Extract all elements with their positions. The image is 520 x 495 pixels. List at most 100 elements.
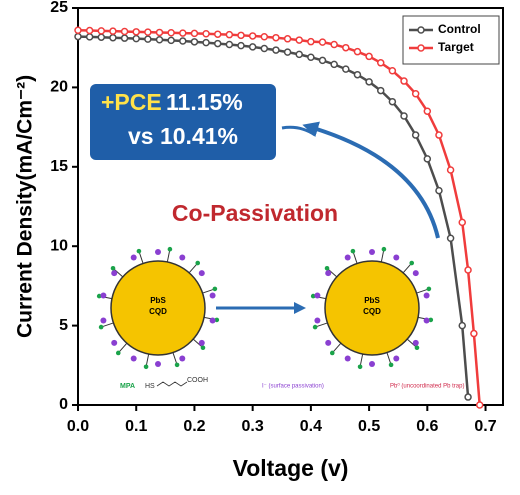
data-point <box>283 48 292 56</box>
pce-control: vs 10.41% <box>128 123 238 149</box>
data-point <box>248 43 257 51</box>
data-point <box>464 266 472 274</box>
iodide <box>179 355 186 362</box>
ligand-head <box>96 293 102 299</box>
data-point <box>120 34 129 42</box>
legend-label: Target <box>438 40 474 54</box>
ligand-head <box>195 260 201 266</box>
data-point <box>109 27 117 35</box>
ligand-head <box>200 345 206 351</box>
ligand-head <box>426 286 432 292</box>
iodide <box>209 292 216 299</box>
iodide <box>100 317 107 324</box>
data-point <box>213 30 222 38</box>
iodide <box>412 270 419 277</box>
data-point <box>155 36 164 44</box>
ligand-head <box>324 265 330 271</box>
ligand-head <box>212 286 218 292</box>
iodide <box>130 254 137 261</box>
data-point <box>330 40 338 49</box>
data-point <box>213 39 222 48</box>
data-point <box>155 28 164 37</box>
iodide <box>423 317 430 324</box>
arrow <box>281 125 316 137</box>
ligand-head <box>310 293 316 299</box>
iodide <box>423 292 430 299</box>
legend-hs: HS <box>145 383 155 390</box>
iodide <box>198 270 205 277</box>
ligand-head <box>329 350 335 356</box>
ligand-head <box>350 248 356 254</box>
data-point <box>144 35 152 43</box>
y-tick-label: 5 <box>59 317 68 334</box>
data-point <box>272 33 280 42</box>
legend-mpa: MPA <box>120 383 135 390</box>
iodide <box>325 339 332 346</box>
iodide <box>100 292 107 299</box>
data-point <box>330 60 338 69</box>
iodide <box>130 355 137 362</box>
data-point <box>190 38 199 46</box>
data-point <box>423 155 432 163</box>
data-point <box>400 112 408 120</box>
iodide <box>179 254 186 261</box>
legend-iodide: I⁻ (surface passivation) <box>262 384 324 390</box>
data-point <box>97 33 106 41</box>
ligand-head <box>414 345 420 351</box>
x-tick-label: 0.7 <box>474 418 496 435</box>
data-point <box>225 40 234 49</box>
data-point <box>411 90 420 98</box>
data-point <box>97 27 106 35</box>
legend-pb: Pb⁰ (uncoordinated Pb trap) <box>390 383 464 390</box>
pce-target: 11.15% <box>166 89 243 115</box>
illustration: +PCE 11.15% vs 10.41% Co-Passivation PbS… <box>90 84 464 390</box>
y-tick-label: 15 <box>50 158 68 175</box>
iodide <box>155 249 161 255</box>
data-point <box>132 34 140 43</box>
ligand-head <box>357 364 363 370</box>
ligand-head <box>428 317 434 323</box>
iodide <box>393 355 400 362</box>
data-point <box>260 32 269 41</box>
data-point <box>365 52 373 61</box>
qd-label: PbS <box>364 296 380 305</box>
data-point <box>295 50 303 59</box>
qd-label: CQD <box>149 307 167 316</box>
data-point <box>167 36 175 45</box>
data-point <box>225 30 234 39</box>
data-point <box>132 28 140 36</box>
data-point <box>470 329 478 338</box>
data-point <box>353 47 362 56</box>
x-tick-label: 0.6 <box>416 418 438 435</box>
data-point <box>202 29 210 38</box>
data-point <box>435 131 443 139</box>
iodide <box>111 270 118 277</box>
iodide <box>209 317 216 324</box>
data-point <box>318 38 327 46</box>
co-passivation: Co-Passivation <box>172 200 338 226</box>
data-point <box>411 131 420 139</box>
legend-marker <box>417 44 425 52</box>
data-point <box>307 37 315 46</box>
y-axis-label: Current Density(mA/Cm⁻²) <box>14 75 37 338</box>
data-point <box>458 321 466 330</box>
mpa-chain <box>156 381 188 387</box>
iodide <box>314 292 321 299</box>
y-tick-label: 20 <box>50 79 68 96</box>
data-point <box>458 218 466 227</box>
qd-label: PbS <box>150 296 166 305</box>
ligand-head <box>312 324 318 330</box>
data-point <box>179 29 187 37</box>
ligand-head <box>388 362 394 368</box>
data-point <box>295 36 303 44</box>
y-tick-label: 0 <box>59 396 68 413</box>
legend-cooh: COOH <box>187 377 208 384</box>
x-tick-label: 0.1 <box>125 418 147 435</box>
ligand-head <box>214 317 220 323</box>
iodide <box>369 361 375 367</box>
ligand-head <box>136 248 142 254</box>
iodide <box>412 339 419 346</box>
ligand-head <box>174 362 180 368</box>
pce-label: +PCE <box>101 89 162 115</box>
data-point <box>74 32 82 41</box>
